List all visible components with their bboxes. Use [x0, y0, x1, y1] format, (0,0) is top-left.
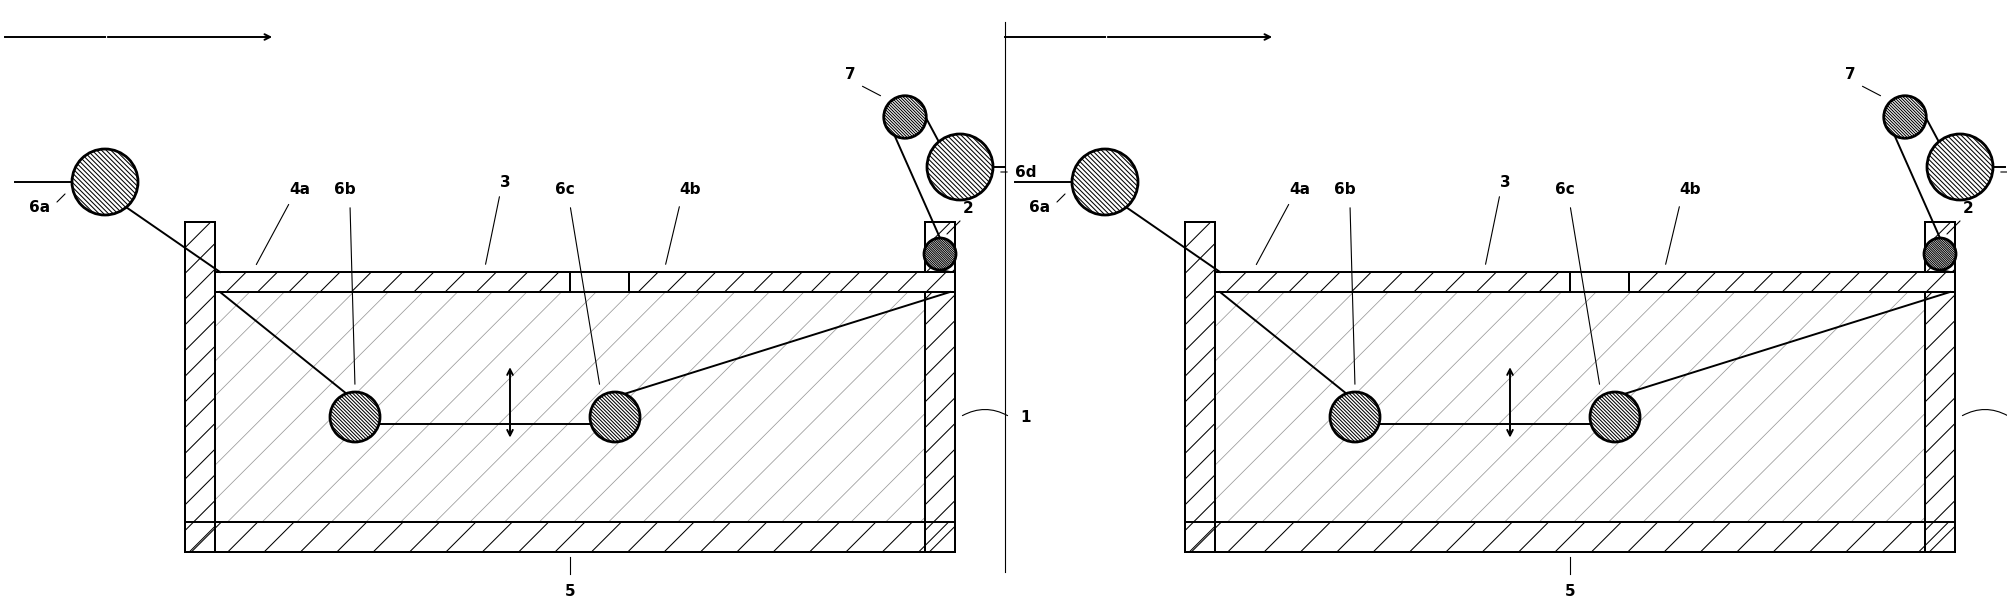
- Bar: [630, 272, 955, 292]
- Text: 4b: 4b: [678, 182, 700, 197]
- Text: 7: 7: [1844, 67, 1854, 82]
- Bar: [1630, 272, 1955, 292]
- Bar: [1184, 222, 1214, 552]
- Bar: [1184, 222, 1214, 552]
- Circle shape: [590, 392, 640, 442]
- Bar: [1925, 222, 1955, 552]
- Text: 4a: 4a: [289, 182, 311, 197]
- Bar: [925, 222, 955, 552]
- Circle shape: [1072, 149, 1138, 215]
- Text: 7: 7: [845, 67, 855, 82]
- Circle shape: [72, 149, 138, 215]
- Circle shape: [1885, 96, 1927, 138]
- Text: 6b: 6b: [1335, 182, 1357, 197]
- Bar: [1184, 522, 1955, 552]
- Text: 6d: 6d: [1016, 164, 1036, 179]
- Bar: [185, 522, 955, 552]
- Text: 5: 5: [1565, 584, 1575, 599]
- Text: 6b: 6b: [335, 182, 355, 197]
- Bar: [1214, 272, 1569, 292]
- Text: 3: 3: [500, 175, 510, 190]
- Circle shape: [1927, 134, 1993, 200]
- Circle shape: [1925, 238, 1957, 270]
- Circle shape: [927, 134, 993, 200]
- Text: 2: 2: [1963, 201, 1973, 216]
- Bar: [185, 522, 955, 552]
- Bar: [1925, 222, 1955, 552]
- Bar: [1630, 272, 1955, 292]
- Bar: [1214, 292, 1955, 522]
- Circle shape: [883, 96, 927, 138]
- Text: 3: 3: [1499, 175, 1511, 190]
- Text: 4b: 4b: [1680, 182, 1700, 197]
- Bar: [1214, 272, 1569, 292]
- Bar: [630, 272, 955, 292]
- Bar: [185, 222, 215, 552]
- Text: 1: 1: [1020, 409, 1030, 424]
- Circle shape: [1590, 392, 1640, 442]
- Bar: [185, 222, 215, 552]
- Bar: [1184, 522, 1955, 552]
- Circle shape: [923, 238, 955, 270]
- Bar: [925, 222, 955, 552]
- Text: 6a: 6a: [1030, 199, 1050, 214]
- Circle shape: [1331, 392, 1381, 442]
- Bar: [215, 272, 570, 292]
- Text: 6c: 6c: [556, 182, 574, 197]
- Circle shape: [329, 392, 379, 442]
- Bar: [215, 292, 955, 522]
- Text: 6a: 6a: [28, 199, 50, 214]
- Text: 5: 5: [564, 584, 576, 599]
- Bar: [215, 272, 570, 292]
- Text: 2: 2: [963, 201, 973, 216]
- Text: 6c: 6c: [1555, 182, 1575, 197]
- Text: 4a: 4a: [1291, 182, 1311, 197]
